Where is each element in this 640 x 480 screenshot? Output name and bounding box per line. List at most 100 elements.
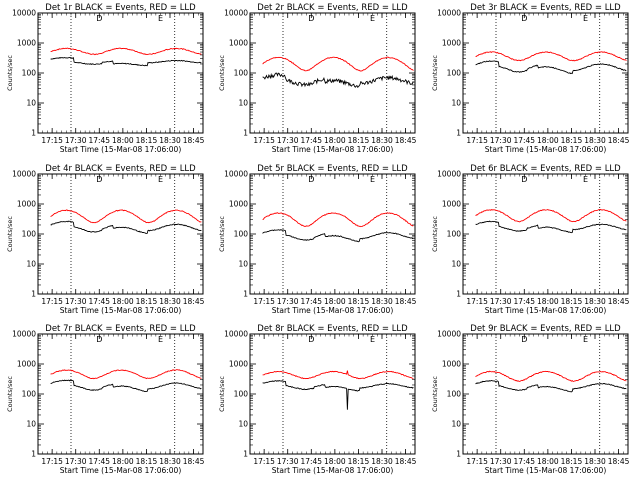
marker-label: E: [583, 335, 588, 344]
x-tick-label: 18:45: [608, 136, 630, 145]
panel-det-1: Det 1r BLACK = Events, RED = LLD 1 10 100 10…: [6, 3, 205, 154]
x-tick-label: 17:45: [513, 136, 535, 145]
x-tick-label: 18:30: [371, 297, 393, 306]
x-axis-label: Start Time (15-Mar-08 17:06:00): [485, 306, 607, 315]
x-tick-label: 18:30: [371, 136, 393, 145]
y-tick-label: 100: [447, 390, 462, 399]
y-tick-label: 10: [26, 420, 36, 429]
plot-frame: [462, 173, 629, 295]
x-tick-label: 18:30: [159, 136, 181, 145]
x-tick-label: 18:00: [112, 297, 134, 306]
x-tick-label: 18:45: [183, 457, 205, 466]
events-series-line: [262, 72, 414, 88]
lld-series-line: [475, 370, 627, 382]
x-tick-label: 17:45: [300, 457, 322, 466]
lld-series-line: [475, 208, 627, 223]
y-tick-label: 10000: [12, 170, 36, 179]
y-axis-label: Counts/sec: [6, 376, 14, 412]
x-tick-label: 18:00: [537, 457, 559, 466]
y-tick-label: 1: [456, 450, 461, 459]
x-tick-label: 17:15: [466, 457, 488, 466]
x-axis-label: Start Time (15-Mar-08 17:06:00): [60, 466, 182, 475]
y-axis-label: Counts/sec: [218, 216, 226, 252]
marker-label: E: [158, 14, 163, 23]
x-tick-label: 18:30: [159, 457, 181, 466]
marker-label: E: [583, 14, 588, 23]
y-tick-label: 100: [22, 390, 37, 399]
y-tick-label: 1000: [17, 39, 36, 48]
y-axis-label: Counts/sec: [218, 55, 226, 91]
plot-frame: [249, 333, 416, 455]
plot-frame: [462, 333, 629, 455]
panel-det-4: Det 4r BLACK = Events, RED = LLD 1 10 100 10…: [6, 164, 205, 315]
plot-frame: [249, 12, 416, 134]
marker-label: D: [521, 335, 527, 344]
x-tick-label: 17:45: [88, 136, 110, 145]
x-tick-label: 17:45: [88, 457, 110, 466]
plot-frame: [462, 12, 629, 134]
x-tick-label: 17:30: [65, 297, 87, 306]
x-tick-label: 18:15: [348, 297, 370, 306]
y-axis-label: Counts/sec: [431, 376, 439, 412]
panel-det-2: Det 2r BLACK = Events, RED = LLD 1 10 100 10…: [218, 3, 417, 154]
y-tick-label: 10000: [12, 330, 36, 339]
y-tick-label: 1000: [17, 360, 36, 369]
x-tick-label: 18:45: [608, 457, 630, 466]
lld-series-line: [50, 47, 202, 56]
panel-title: Det 3r BLACK = Events, RED = LLD: [470, 3, 621, 13]
x-axis-label: Start Time (15-Mar-08 17:06:00): [272, 306, 394, 315]
marker-label: D: [308, 335, 314, 344]
x-tick-label: 17:30: [277, 297, 299, 306]
x-tick-label: 18:15: [136, 297, 158, 306]
marker-label: E: [158, 335, 163, 344]
y-tick-label: 100: [234, 69, 249, 78]
y-tick-label: 1000: [229, 360, 248, 369]
marker-label: E: [370, 14, 375, 23]
panel-title: Det 5r BLACK = Events, RED = LLD: [257, 164, 408, 174]
x-tick-label: 18:15: [348, 457, 370, 466]
marker-label: D: [96, 335, 102, 344]
x-tick-label: 18:30: [584, 297, 606, 306]
events-series-line: [50, 379, 202, 392]
x-tick-label: 18:15: [561, 136, 583, 145]
y-tick-label: 10000: [437, 330, 461, 339]
x-axis-label: Start Time (15-Mar-08 17:06:00): [60, 306, 182, 315]
y-tick-label: 10000: [224, 330, 248, 339]
y-tick-label: 1: [243, 450, 248, 459]
y-tick-label: 1: [243, 129, 248, 138]
marker-label: E: [370, 335, 375, 344]
x-tick-label: 17:45: [513, 297, 535, 306]
x-tick-label: 18:00: [537, 297, 559, 306]
y-tick-label: 10: [238, 420, 248, 429]
x-tick-label: 17:15: [253, 136, 275, 145]
plot-frame: [249, 173, 416, 295]
x-tick-label: 18:15: [136, 457, 158, 466]
x-tick-label: 17:15: [253, 457, 275, 466]
y-tick-label: 1: [31, 290, 36, 299]
x-tick-label: 17:30: [490, 297, 512, 306]
y-tick-label: 1: [31, 129, 36, 138]
x-tick-label: 18:00: [324, 297, 346, 306]
x-tick-label: 17:15: [41, 297, 63, 306]
y-tick-label: 10: [26, 260, 36, 269]
x-axis-label: Start Time (15-Mar-08 17:06:00): [272, 466, 394, 475]
y-axis-label: Counts/sec: [431, 216, 439, 252]
marker-label: D: [521, 175, 527, 184]
panel-det-5: Det 5r BLACK = Events, RED = LLD 1 10 100 10…: [218, 164, 417, 315]
y-tick-label: 10000: [224, 170, 248, 179]
y-tick-label: 10000: [437, 9, 461, 18]
panel-det-6: Det 6r BLACK = Events, RED = LLD 1 10 100 10…: [431, 164, 630, 315]
panel-det-9: Det 9r BLACK = Events, RED = LLD 1 10 100 10…: [431, 324, 630, 475]
panel-title: Det 9r BLACK = Events, RED = LLD: [470, 324, 621, 334]
x-tick-label: 17:45: [513, 457, 535, 466]
x-tick-label: 18:00: [112, 136, 134, 145]
x-axis-label: Start Time (15-Mar-08 17:06:00): [272, 145, 394, 154]
panel-title: Det 2r BLACK = Events, RED = LLD: [257, 3, 408, 13]
plot-frame: [37, 333, 204, 455]
panel-det-7: Det 7r BLACK = Events, RED = LLD 1 10 100 10…: [6, 324, 205, 475]
x-tick-label: 18:45: [608, 297, 630, 306]
y-tick-label: 1000: [442, 360, 461, 369]
x-tick-label: 18:30: [584, 136, 606, 145]
y-tick-label: 1: [456, 290, 461, 299]
